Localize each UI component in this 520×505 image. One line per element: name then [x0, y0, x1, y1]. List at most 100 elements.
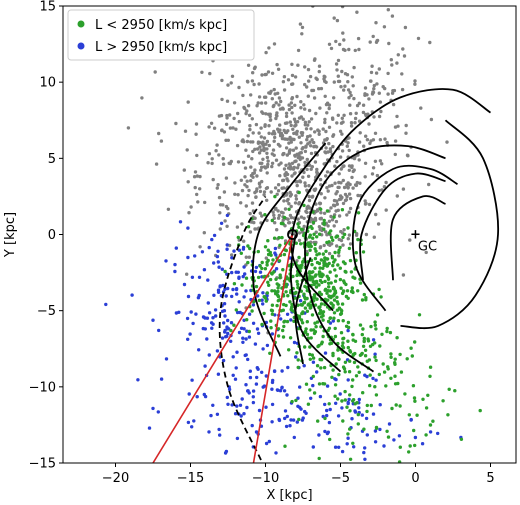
scatter-point	[278, 389, 283, 393]
scatter-point	[210, 157, 214, 161]
scatter-point	[340, 406, 344, 410]
scatter-point	[269, 89, 273, 94]
scatter-point	[363, 348, 368, 352]
scatter-point	[374, 21, 378, 25]
scatter-point	[211, 322, 215, 326]
scatter-point	[192, 419, 196, 423]
scatter-point	[311, 88, 316, 93]
scatter-point	[364, 232, 369, 237]
scatter-point	[303, 345, 307, 349]
scatter-point	[324, 138, 329, 142]
scatter-point	[408, 238, 412, 242]
scatter-point	[404, 123, 408, 128]
galactic-center-label: GC	[418, 240, 437, 255]
scatter-point	[350, 384, 354, 389]
scatter-point	[355, 10, 359, 14]
scatter-point	[348, 409, 352, 413]
scatter-point	[220, 97, 224, 102]
scatter-point	[332, 215, 336, 219]
scatter-point	[339, 85, 343, 89]
scatter-point	[305, 332, 310, 337]
scatter-point	[251, 131, 255, 135]
scatter-point	[318, 290, 322, 294]
scatter-point	[288, 213, 293, 218]
scatter-point	[243, 272, 247, 276]
scatter-point	[338, 42, 342, 47]
scatter-point	[382, 25, 387, 29]
scatter-point	[378, 344, 382, 348]
scatter-point	[339, 197, 343, 201]
scatter-point	[332, 96, 336, 100]
scatter-point	[283, 207, 288, 211]
scatter-point	[336, 397, 340, 401]
scatter-point	[308, 140, 312, 144]
scatter-point	[251, 395, 255, 399]
scatter-point	[231, 287, 235, 292]
scatter-point	[275, 303, 279, 308]
scatter-point	[246, 193, 250, 198]
scatter-point	[255, 327, 260, 331]
scatter-point	[295, 132, 299, 136]
scatter-point	[327, 106, 331, 111]
scatter-point	[257, 82, 261, 86]
scatter-point	[223, 269, 227, 274]
scatter-point	[389, 376, 393, 380]
scatter-point	[253, 342, 258, 346]
scatter-point	[334, 62, 339, 66]
scatter-point	[194, 122, 199, 126]
scatter-point	[235, 350, 239, 354]
scatter-point	[276, 142, 281, 147]
scatter-point	[346, 80, 350, 84]
scatter-point	[319, 258, 324, 262]
scatter-point	[266, 280, 270, 284]
scatter-point	[285, 153, 289, 157]
scatter-point	[293, 201, 298, 205]
scatter-point	[223, 287, 227, 291]
scatter-point	[385, 326, 389, 331]
scatter-point	[341, 341, 345, 345]
scatter-point	[287, 207, 291, 211]
scatter-point	[237, 119, 241, 124]
scatter-point	[341, 337, 345, 341]
scatter-point	[290, 62, 294, 66]
scatter-point	[310, 138, 314, 142]
scatter-point	[266, 239, 270, 243]
scatter-point	[283, 416, 287, 421]
scatter-point	[311, 328, 316, 332]
scatter-point	[136, 378, 140, 382]
scatter-point	[269, 190, 273, 194]
scatter-point	[302, 224, 306, 229]
scatter-point	[322, 227, 326, 231]
scatter-point	[239, 414, 243, 418]
scatter-point	[337, 172, 341, 176]
scatter-point	[333, 250, 337, 255]
scatter-point	[347, 397, 351, 402]
scatter-point	[305, 138, 309, 142]
scatter-point	[371, 90, 375, 94]
scatter-point	[334, 192, 338, 196]
scatter-point	[279, 99, 283, 104]
scatter-point	[330, 302, 334, 306]
scatter-point	[338, 129, 343, 133]
scatter-point	[394, 403, 398, 407]
scatter-point	[221, 162, 226, 166]
scatter-point	[251, 321, 256, 325]
scatter-point	[309, 224, 313, 229]
scatter-point	[300, 32, 304, 36]
scatter-point	[313, 188, 317, 193]
scatter-point	[346, 320, 351, 325]
scatter-point	[338, 245, 342, 250]
scatter-point	[220, 309, 225, 313]
scatter-point	[365, 403, 369, 408]
scatter-point	[317, 87, 321, 91]
scatter-point	[302, 216, 306, 220]
scatter-point	[386, 367, 390, 371]
scatter-point	[346, 436, 350, 440]
scatter-point	[341, 319, 345, 323]
scatter-point	[318, 246, 322, 250]
scatter-point	[299, 242, 303, 246]
scatter-point	[295, 420, 299, 424]
scatter-point	[326, 430, 330, 434]
scatter-point	[283, 121, 288, 126]
scatter-point	[265, 151, 269, 155]
